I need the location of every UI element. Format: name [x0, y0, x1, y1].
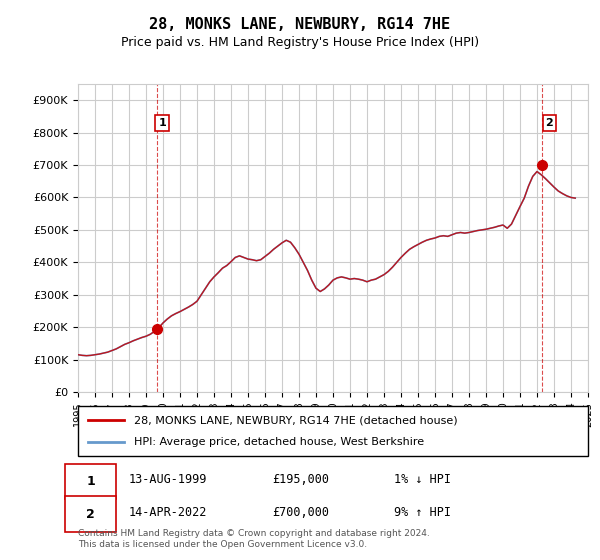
Text: £195,000: £195,000	[272, 473, 329, 486]
FancyBboxPatch shape	[78, 406, 588, 456]
Text: 9% ↑ HPI: 9% ↑ HPI	[394, 506, 451, 519]
Text: £700,000: £700,000	[272, 506, 329, 519]
Text: 14-APR-2022: 14-APR-2022	[129, 506, 208, 519]
FancyBboxPatch shape	[65, 496, 116, 532]
Text: 2: 2	[86, 508, 95, 521]
Text: 1: 1	[86, 475, 95, 488]
Text: HPI: Average price, detached house, West Berkshire: HPI: Average price, detached house, West…	[134, 437, 424, 447]
Text: 2: 2	[545, 118, 553, 128]
FancyBboxPatch shape	[65, 464, 116, 500]
Text: 1: 1	[158, 118, 166, 128]
Text: 13-AUG-1999: 13-AUG-1999	[129, 473, 208, 486]
Text: Contains HM Land Registry data © Crown copyright and database right 2024.
This d: Contains HM Land Registry data © Crown c…	[78, 529, 430, 549]
Text: Price paid vs. HM Land Registry's House Price Index (HPI): Price paid vs. HM Land Registry's House …	[121, 36, 479, 49]
Text: 1% ↓ HPI: 1% ↓ HPI	[394, 473, 451, 486]
Text: 28, MONKS LANE, NEWBURY, RG14 7HE (detached house): 28, MONKS LANE, NEWBURY, RG14 7HE (detac…	[134, 415, 458, 425]
Text: 28, MONKS LANE, NEWBURY, RG14 7HE: 28, MONKS LANE, NEWBURY, RG14 7HE	[149, 17, 451, 32]
